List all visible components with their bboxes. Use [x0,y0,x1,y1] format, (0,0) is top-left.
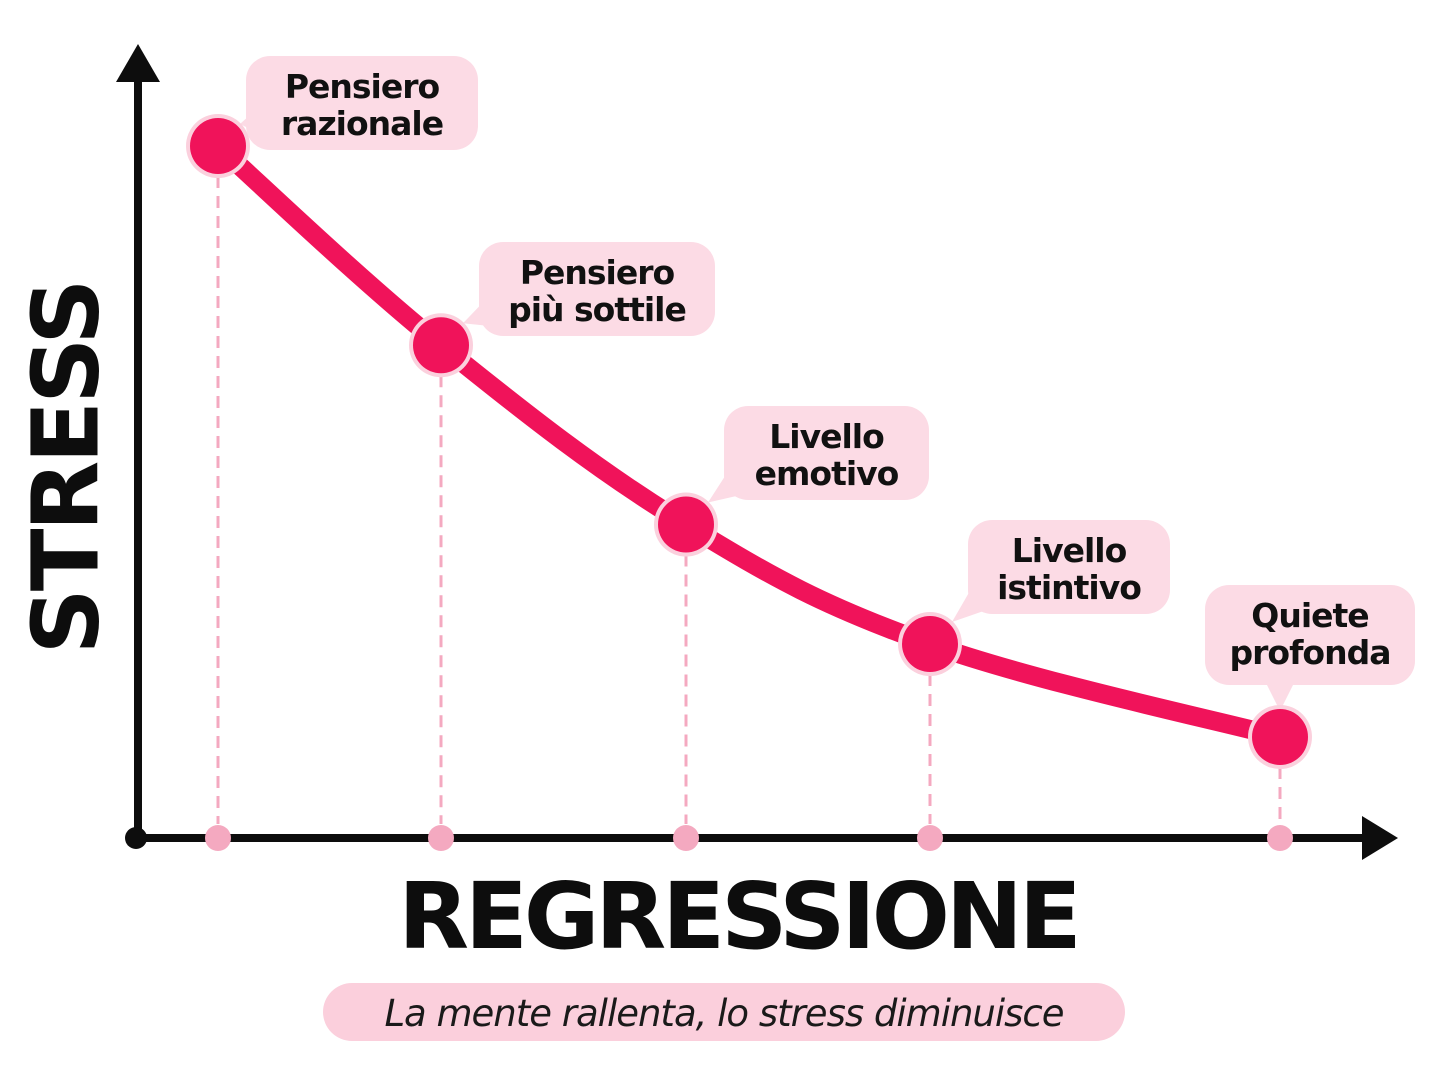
y-axis-arrow [116,44,160,82]
callout-label-4-line-1: Livello [1012,531,1127,570]
callout-label-2-line-2: più sottile [508,290,686,329]
callout-label-1-line-1: Pensiero [285,67,440,106]
data-points [186,114,1312,769]
x-axis-title: REGRESSIONE [398,863,1078,970]
caption-text: La mente rallenta, lo stress diminuisce [384,992,1063,1035]
axes [116,44,1398,860]
callout-box-1 [246,56,478,150]
y-axis-title: STRESS [12,281,119,654]
callout-label-5-line-2: profonda [1230,633,1391,672]
x-tick-dot-5 [1267,825,1293,851]
callout-label-4-line-2: istintivo [997,568,1141,607]
callout-box-2 [479,242,715,336]
data-point-2 [413,317,469,374]
callout-label-3-line-2: emotivo [755,454,899,493]
callout-box-3 [724,406,929,500]
x-tick-dot-4 [917,825,943,851]
x-tick-dot-3 [673,825,699,851]
callout-label-2-line-1: Pensiero [520,253,675,292]
callout-label-5-line-1: Quiete [1251,596,1368,635]
callout-box-4 [968,520,1170,614]
x-tick-dot-2 [428,825,454,851]
dashed-guides [205,176,1293,851]
caption-background [323,983,1125,1041]
data-point-1 [190,118,246,174]
x-axis-arrow [1362,816,1398,860]
callout-label-3-line-1: Livello [769,417,884,456]
data-point-4 [902,616,958,673]
callout-box-5 [1205,585,1415,685]
callout-label-1-line-2: razionale [281,104,443,143]
axis-origin-dot [125,827,147,849]
caption-badge: La mente rallenta, lo stress diminuisce [323,983,1125,1041]
data-point-5 [1252,709,1308,765]
x-tick-dot-1 [205,825,231,851]
callout-tail-5 [1264,679,1296,711]
data-point-3 [658,496,714,553]
